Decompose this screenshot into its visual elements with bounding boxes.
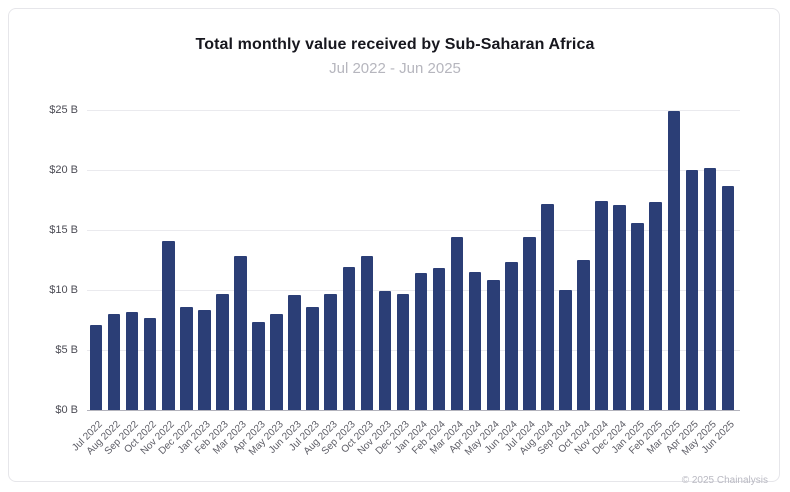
bar-nov-2022 — [161, 240, 175, 410]
bar-jun-2025 — [721, 185, 735, 410]
bar-jan-2025 — [631, 222, 644, 410]
bar-jul-2024 — [523, 237, 536, 410]
bar-apr-2023 — [252, 322, 265, 410]
bar-jul-2023 — [306, 306, 319, 410]
gridline — [87, 230, 740, 231]
bar-dec-2024 — [613, 204, 626, 410]
bar-feb-2024 — [432, 268, 446, 410]
gridline — [87, 110, 740, 111]
y-axis-tick-label: $15 B — [49, 223, 78, 236]
bar-jul-2022 — [89, 324, 103, 410]
y-axis-tick-label: $10 B — [49, 283, 78, 296]
bar-oct-2022 — [143, 317, 157, 410]
chart-title: Total monthly value received by Sub-Saha… — [195, 36, 595, 53]
bar-jan-2023 — [198, 310, 211, 410]
bar-feb-2023 — [216, 293, 229, 410]
y-axis-tick-label: $25 B — [49, 103, 78, 116]
bar-dec-2022 — [180, 306, 193, 410]
bar-mar-2023 — [234, 256, 247, 410]
y-axis-tick-label: $20 B — [49, 163, 78, 176]
bar-mar-2024 — [450, 237, 464, 410]
gridline — [87, 170, 740, 171]
bar-aug-2022 — [107, 314, 121, 410]
bar-oct-2024 — [577, 260, 590, 410]
bar-nov-2024 — [595, 201, 608, 410]
bar-may-2024 — [486, 280, 500, 410]
x-axis-line — [87, 410, 740, 411]
bar-jan-2024 — [414, 273, 428, 410]
bar-sep-2024 — [559, 290, 572, 410]
bar-nov-2023 — [378, 291, 392, 410]
bar-aug-2023 — [324, 293, 338, 410]
bar-may-2025 — [703, 167, 717, 410]
gridline — [87, 350, 740, 351]
bar-dec-2023 — [396, 293, 410, 410]
bar-jun-2024 — [505, 262, 518, 410]
copyright-label: © 2025 Chainalysis — [681, 475, 768, 486]
bar-apr-2025 — [685, 170, 699, 410]
bar-sep-2023 — [342, 267, 356, 410]
bar-sep-2022 — [125, 311, 139, 410]
y-axis-tick-label: $5 B — [55, 343, 78, 356]
bar-apr-2024 — [468, 272, 482, 410]
chart-subtitle: Jul 2022 - Jun 2025 — [329, 60, 461, 77]
bar-jun-2023 — [288, 294, 301, 410]
bar-may-2023 — [270, 314, 283, 410]
bar-aug-2024 — [541, 203, 554, 410]
bar-feb-2025 — [649, 202, 663, 410]
y-axis-tick-label: $0 B — [55, 403, 78, 416]
gridline — [87, 290, 740, 291]
bar-oct-2023 — [360, 256, 374, 410]
bar-mar-2025 — [667, 111, 681, 410]
